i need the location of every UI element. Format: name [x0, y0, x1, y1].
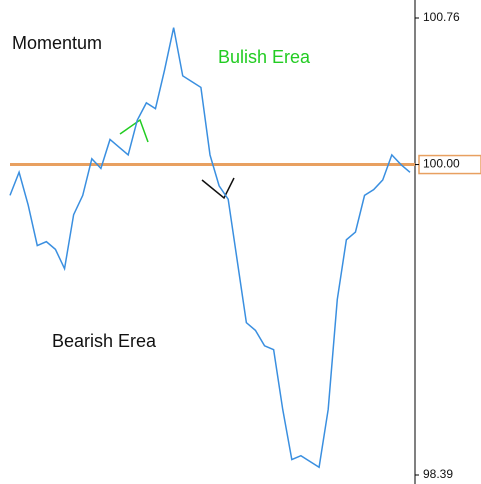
annotation: Momentum: [12, 33, 102, 53]
arrow-mark: [201, 177, 235, 200]
y-tick-label: 98.39: [423, 467, 453, 481]
annotation: Bulish Erea: [218, 47, 311, 67]
annotation: Bearish Erea: [52, 331, 157, 351]
y-tick-label: 100.76: [423, 10, 460, 24]
y-tick-label: 100.00: [423, 157, 460, 171]
line-series: [9, 27, 411, 469]
arrow-mark: [119, 118, 149, 143]
